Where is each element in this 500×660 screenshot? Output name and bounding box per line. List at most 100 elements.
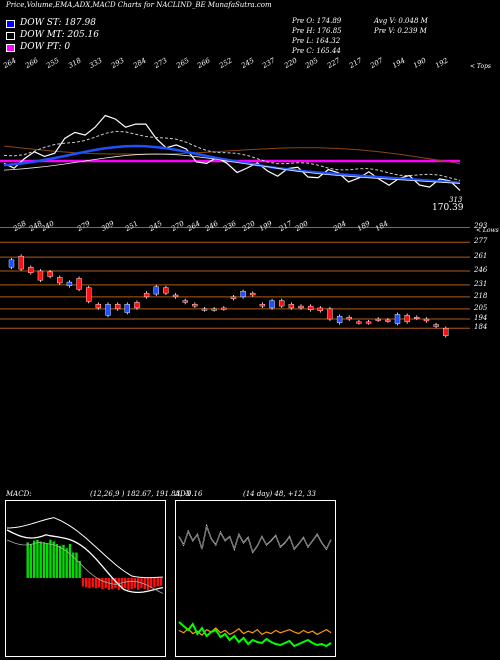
candle-body <box>153 286 159 295</box>
price-line <box>3 114 461 191</box>
chart-title: Price,Volume,EMA,ADX,MACD Charts for NAC… <box>6 1 272 9</box>
candle-body <box>182 300 188 303</box>
macd-bar <box>150 578 153 589</box>
macd-bar <box>81 578 85 587</box>
macd-bar <box>26 542 29 578</box>
candle-body <box>95 304 102 309</box>
prev-low: Pre L: 164.32 <box>292 37 341 45</box>
adx-label: ADX <box>175 490 191 498</box>
candle-body <box>346 317 352 320</box>
legend-dow-mt: DOW MT: 205.16 <box>6 30 126 41</box>
macd-bar <box>104 578 107 589</box>
macd-bar <box>75 552 78 578</box>
level-label: 194 <box>474 314 488 323</box>
candle-body <box>47 271 53 277</box>
ema-mid-line <box>3 130 461 181</box>
candle-body <box>28 267 34 274</box>
legend-label-pt: DOW PT: 0 <box>20 42 71 52</box>
dow-st-line <box>3 144 461 184</box>
macd-bar <box>46 543 49 578</box>
macd-aux-line <box>6 539 164 594</box>
candle-body <box>143 292 150 298</box>
legend-swatch-st <box>6 20 15 28</box>
candle-body <box>66 281 73 286</box>
dow-mt-line <box>3 153 461 184</box>
candle-body <box>201 308 208 311</box>
macd-bar <box>120 578 124 590</box>
candle-body <box>105 304 111 316</box>
candle-body <box>356 321 362 324</box>
macd-bar <box>94 578 98 589</box>
level-label: 231 <box>474 279 488 288</box>
prev-open: Pre O: 174.89 <box>292 17 342 25</box>
candle-body <box>443 328 449 336</box>
ema-lines <box>0 114 461 191</box>
candle-body <box>404 315 410 323</box>
candle-body <box>18 255 24 270</box>
price-levels <box>0 226 470 329</box>
macd-bar <box>91 578 94 588</box>
candle-body <box>375 318 381 321</box>
macd-bar <box>42 542 46 578</box>
candle-body <box>134 302 140 309</box>
level-label: 246 <box>474 265 488 274</box>
macd-bar <box>59 545 62 578</box>
candle-body <box>240 291 246 298</box>
macd-bar <box>29 544 33 578</box>
legend-label-mt: DOW MT: 205.16 <box>20 30 99 40</box>
macd-bar <box>101 578 104 590</box>
macd-bar <box>49 539 52 578</box>
adx-values: (14 day) 48, +12, 33 <box>243 490 316 498</box>
macd-bar <box>146 578 150 590</box>
macd-bar <box>143 578 146 590</box>
candle-body <box>76 278 82 290</box>
candle-body <box>230 296 237 299</box>
prev-volume: Pre V: 0.239 M <box>374 27 427 35</box>
level-label: 184 <box>474 323 488 332</box>
candle-body <box>85 287 92 302</box>
macd-histogram <box>26 539 163 590</box>
macd-bar <box>52 541 55 578</box>
macd-bar <box>78 561 81 578</box>
candle-body <box>124 304 131 313</box>
current-price: 170.39 <box>432 203 464 213</box>
price-chart <box>0 114 470 338</box>
macd-bar <box>107 578 111 590</box>
adx-lines <box>178 523 332 648</box>
macd-bar <box>65 548 68 578</box>
macd-bar <box>137 578 140 590</box>
macd-bar <box>62 544 65 578</box>
adx-series-line <box>178 621 332 648</box>
candle-body <box>37 270 44 281</box>
macd-bar <box>33 540 36 578</box>
legend-dow-st: DOW ST: 187.98 <box>6 18 126 29</box>
candle-body <box>114 304 121 310</box>
macd-bar <box>130 578 133 590</box>
legend-swatch-mt <box>6 32 15 40</box>
candle-body <box>259 304 266 307</box>
level-label: 293 <box>474 222 488 231</box>
candle-body <box>317 307 323 311</box>
candle-body <box>250 292 256 296</box>
candle-body <box>279 300 285 307</box>
candle-body <box>365 321 372 324</box>
adx-series-inner <box>178 525 332 553</box>
macd-label: MACD: <box>6 490 32 498</box>
candle-body <box>57 277 63 284</box>
macd-bar <box>39 541 42 578</box>
avg-volume: Avg V: 0.048 M <box>374 17 428 25</box>
macd-bar <box>159 578 163 586</box>
candle-body <box>8 259 15 268</box>
candle-body <box>172 294 179 298</box>
macd-bar <box>68 544 72 578</box>
legend-label-st: DOW ST: 187.98 <box>20 18 96 28</box>
candle-body <box>433 324 439 327</box>
tops-note: < Tops <box>470 63 492 70</box>
macd-bar <box>156 578 159 587</box>
macd-lines <box>6 517 164 594</box>
legend-dow-pt: DOW PT: 0 <box>6 42 126 53</box>
macd-bar <box>114 578 117 589</box>
level-label: 261 <box>474 252 488 261</box>
last-label-313: 313 <box>449 196 463 204</box>
candle-body <box>336 316 343 323</box>
